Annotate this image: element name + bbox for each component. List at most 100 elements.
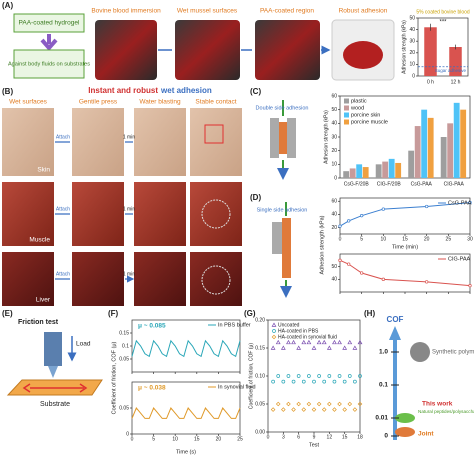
point xyxy=(360,271,364,275)
row-label: Muscle xyxy=(29,237,50,244)
point xyxy=(332,339,337,345)
y-tick-label: 0 xyxy=(334,175,337,181)
panel-label: (E) xyxy=(2,309,13,318)
icon xyxy=(410,342,430,362)
icon xyxy=(395,427,415,437)
x-tick-label: 20 xyxy=(216,436,222,442)
point xyxy=(358,374,362,378)
bar xyxy=(362,167,369,178)
step-label: Attach xyxy=(56,134,70,140)
x-tick-label: 5 xyxy=(360,236,363,242)
point xyxy=(337,374,342,378)
point xyxy=(342,345,348,350)
bar xyxy=(424,27,437,77)
probe-tip xyxy=(48,366,58,378)
point xyxy=(352,345,358,350)
x-tick-label: 9 xyxy=(313,434,316,440)
point xyxy=(342,379,347,384)
y-tick-label: 0.20 xyxy=(255,317,265,323)
panel-title: Friction test xyxy=(18,319,59,326)
panel-label: (D) xyxy=(250,193,261,202)
plot-frame xyxy=(417,17,469,77)
x-tick-label: 18 xyxy=(357,434,363,440)
y-tick-label: 40 xyxy=(331,277,337,283)
point xyxy=(338,258,342,262)
reference-label: Sugar adhesive xyxy=(435,68,467,73)
x-tick-label: 20 xyxy=(424,236,430,242)
point xyxy=(321,339,327,345)
step-label: Attach xyxy=(56,271,70,277)
x-tick-label: CIG-F/20B xyxy=(377,181,402,187)
label: Substrate xyxy=(40,401,70,408)
point xyxy=(306,401,312,407)
arrow xyxy=(40,34,58,52)
x-tick-label: 25 xyxy=(237,436,243,442)
arrow xyxy=(55,141,133,279)
panel-label: (F) xyxy=(108,309,119,318)
outline xyxy=(201,199,231,229)
series-line xyxy=(131,407,241,419)
point xyxy=(347,219,351,223)
y-tick-label: 0 xyxy=(126,431,129,437)
point xyxy=(352,407,358,412)
x-tick-label: CIG-PAA xyxy=(444,181,465,187)
tick-label: 1.0 xyxy=(379,349,388,356)
legend-label: HA-coated in synovial fluid xyxy=(278,334,337,340)
y-tick-label: 50 xyxy=(331,107,337,113)
axis-title: Coefficient of friction, COF (μ) xyxy=(111,341,117,414)
point xyxy=(357,401,363,407)
y-tick-label: 0 xyxy=(412,73,415,79)
bar xyxy=(382,161,389,178)
point xyxy=(296,401,301,407)
significance: *** xyxy=(439,20,447,26)
point xyxy=(425,204,429,209)
x-tick-label: 12 h xyxy=(451,79,461,85)
series-line xyxy=(339,259,471,287)
photo xyxy=(2,108,54,176)
panel-title: COF xyxy=(387,315,404,324)
y-tick-label: 0.15 xyxy=(119,330,129,336)
y-tick-label: 60 xyxy=(331,93,337,99)
icon xyxy=(395,413,415,423)
point xyxy=(347,401,353,407)
row-label: Liver xyxy=(36,297,51,304)
x-tick-label: 0 h xyxy=(427,79,434,85)
point xyxy=(316,401,322,407)
panel-label: (G) xyxy=(244,309,256,318)
y-tick-label: 10 xyxy=(331,162,337,168)
photo-grid xyxy=(2,108,242,306)
photo xyxy=(190,182,242,246)
point xyxy=(286,339,291,345)
point xyxy=(296,345,302,350)
bar xyxy=(427,117,434,178)
step-caption: Wet mussel surfaces xyxy=(177,8,238,15)
y-tick-label: 20 xyxy=(331,225,337,231)
y-tick-label: 0.00 xyxy=(255,429,265,435)
label: Load xyxy=(76,341,91,348)
box xyxy=(13,49,85,79)
legend-label: In synovial fluid xyxy=(218,384,256,390)
point xyxy=(312,379,316,384)
panel-label: (A) xyxy=(2,1,13,10)
bar xyxy=(349,168,356,178)
photo xyxy=(134,108,186,176)
photo xyxy=(134,252,186,306)
y-tick-label: 0.05 xyxy=(119,356,129,362)
legend-marker xyxy=(272,329,276,333)
step-caption: Robust adhesion xyxy=(339,8,388,15)
legend-swatch xyxy=(344,112,349,118)
x-tick-label: 30 xyxy=(467,236,473,242)
photo xyxy=(2,182,54,246)
point xyxy=(353,379,357,384)
x-tick-label: 10 xyxy=(172,436,178,442)
point xyxy=(270,345,276,350)
point xyxy=(321,407,327,412)
point xyxy=(311,345,317,350)
point xyxy=(270,407,276,412)
row-label: Skin xyxy=(37,167,50,174)
axis-title: Adhesion strength (kPa) xyxy=(323,110,329,164)
axis-title: Adhesion strength (kPa) xyxy=(401,20,407,74)
legend-label: porcine skin xyxy=(351,112,380,118)
step-caption: Bovine blood immersion xyxy=(91,8,161,15)
